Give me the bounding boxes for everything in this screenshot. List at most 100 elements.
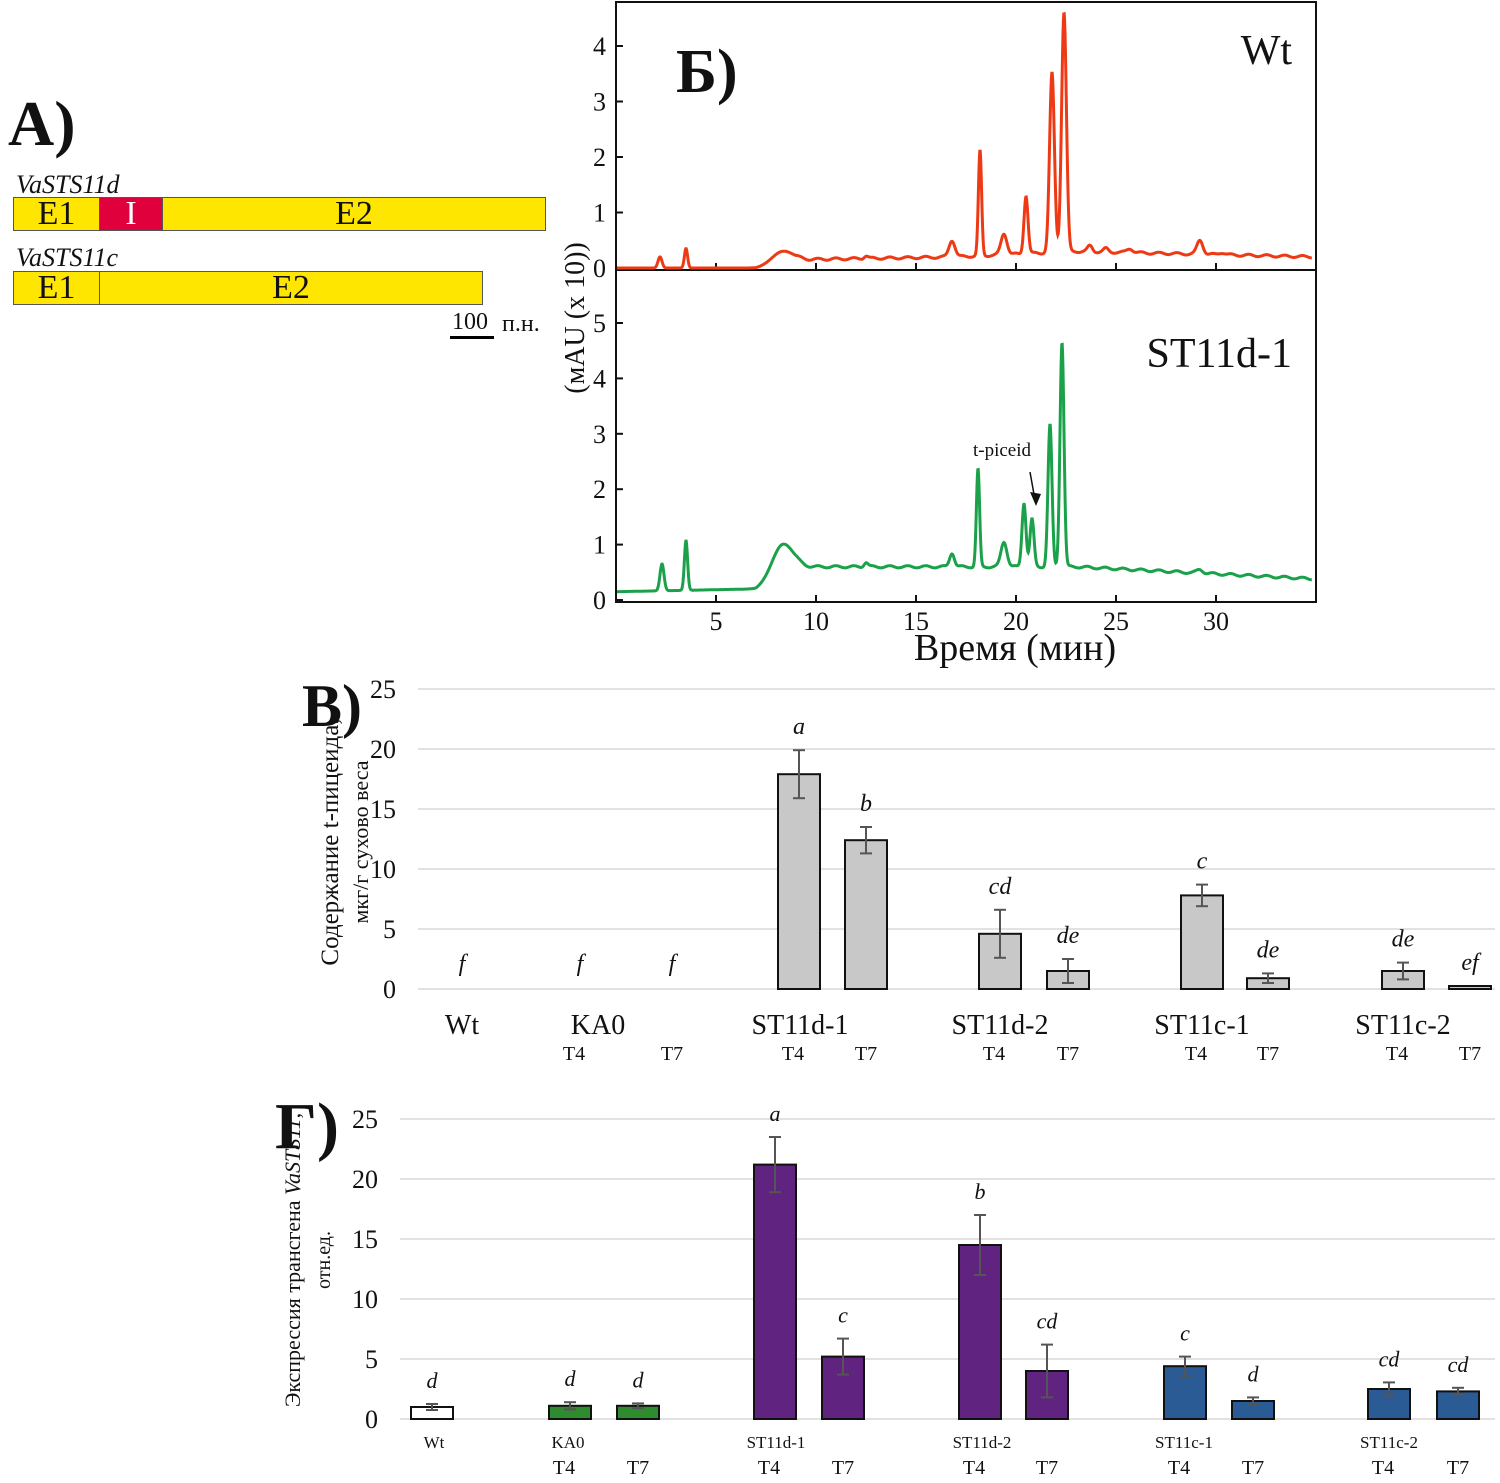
x-sub-label: T4 — [1168, 1457, 1190, 1479]
y-tick-label: 20 — [370, 735, 396, 764]
x-group-label: ST11c-2 — [1355, 1010, 1450, 1041]
significance-letter: cd — [1037, 1309, 1059, 1334]
y-tick-label: 10 — [370, 855, 396, 884]
gene-segment-e1: E1 — [14, 271, 99, 305]
x-tick-label: 10 — [803, 607, 829, 636]
bar — [753, 1163, 797, 1420]
x-sub-label: T7 — [627, 1457, 649, 1479]
significance-letter: f — [669, 951, 679, 977]
y-tick-label: 5 — [593, 309, 606, 338]
significance-letter: de — [1392, 927, 1415, 953]
panel-a-label: А) — [8, 88, 76, 159]
significance-letter: a — [770, 1101, 781, 1126]
y-tick-label: 3 — [593, 420, 606, 449]
y-tick-label: 2 — [593, 143, 606, 172]
y-tick-label: 25 — [352, 1105, 378, 1134]
x-group-label: ST11d-1 — [752, 1010, 849, 1041]
x-group-label: ST11d-2 — [953, 1433, 1012, 1452]
x-sub-label: T7 — [1036, 1457, 1058, 1479]
bar-chart-piceid-content: 0 5 10 15 20 25 f f T4 f T7 a T4 b T7 cd T4 de T7 c T4 de T7 de… — [302, 673, 1495, 1065]
x-sub-label: T4 — [563, 1043, 585, 1065]
x-tick-label: 20 — [1003, 607, 1029, 636]
annotation-t-piceid: t-piceid — [973, 440, 1032, 461]
gene-structure-vasts11c: E1 E2 — [13, 271, 483, 305]
bar — [844, 839, 888, 991]
annotation-arrow-head — [1030, 492, 1041, 506]
y-axis-label: отн.ед. — [313, 1231, 335, 1289]
gene-segment-e2: E2 — [162, 197, 545, 231]
x-sub-label: T4 — [758, 1457, 780, 1479]
gene-segment-e1: E1 — [14, 197, 99, 231]
y-tick-label: 10 — [352, 1285, 378, 1314]
y-tick-label: 2 — [593, 475, 606, 504]
x-tick-label: 30 — [1203, 607, 1229, 636]
bar-chart-transgene-expression: 0 5 10 15 20 25 d d T4 d T7 a T4 c T7 b T4 cd T7 c T4 d T7 cd T4… — [275, 1090, 1495, 1479]
x-tick-label: 5 — [710, 607, 723, 636]
gene-structure-vasts11d: E1 I E2 — [13, 197, 546, 231]
bar — [1367, 1388, 1411, 1420]
y-tick-label: 0 — [593, 586, 606, 615]
significance-letter: cd — [1379, 1346, 1401, 1371]
significance-letter: c — [838, 1303, 848, 1328]
trace-label-wt: Wt — [1241, 28, 1293, 74]
x-group-label: ST11d-2 — [952, 1010, 1049, 1041]
x-group-label: Wt — [445, 1010, 479, 1041]
panel-label: Г) — [275, 1090, 339, 1163]
y-tick-label: 4 — [593, 364, 606, 393]
x-group-label: KA0 — [571, 1010, 625, 1041]
x-group-label: KA0 — [551, 1433, 584, 1452]
chromatogram: 0 1 2 3 4 Wt 0 1 2 3 4 5 ST11d-1 5 10 15 20 25 30 Время (ми… — [560, 1, 1317, 669]
scale-bar-value: 100 — [452, 309, 488, 335]
y-tick-label: 5 — [383, 915, 396, 944]
significance-letter: c — [1180, 1321, 1190, 1346]
bar — [1163, 1365, 1207, 1420]
gene-name-vasts11d: VaSTS11d — [16, 170, 120, 199]
panel-label: В) — [302, 673, 362, 739]
y-axis-label: Экспрессия трансгена VaSTS11, — [280, 1113, 305, 1407]
chromatogram-frame — [615, 1, 1317, 603]
y-tick-label: 0 — [383, 975, 396, 1004]
y-tick-label: 20 — [352, 1165, 378, 1194]
trace-st11d-1 — [617, 342, 1312, 594]
x-sub-label: T7 — [1057, 1043, 1079, 1065]
x-sub-label: T7 — [1447, 1457, 1469, 1479]
significance-letter: d — [1248, 1361, 1260, 1386]
significance-letter: d — [633, 1367, 645, 1392]
y-tick-label: 3 — [593, 88, 606, 117]
y-tick-label: 1 — [593, 199, 606, 228]
significance-letter: b — [860, 791, 872, 817]
significance-letter: b — [975, 1179, 986, 1204]
significance-letter: de — [1057, 923, 1080, 949]
y-tick-label: 5 — [365, 1345, 378, 1374]
x-sub-label: T7 — [832, 1457, 854, 1479]
x-sub-label: T4 — [1185, 1043, 1207, 1065]
x-group-label: ST11d-1 — [747, 1433, 806, 1452]
x-sub-label: T7 — [855, 1043, 877, 1065]
y-tick-label: 1 — [593, 531, 606, 560]
x-sub-label: T7 — [661, 1043, 683, 1065]
x-sub-label: T4 — [963, 1457, 985, 1479]
gene-segment-i: I — [99, 197, 162, 231]
significance-letter: cd — [989, 874, 1013, 900]
scale-bar-line — [450, 336, 494, 339]
trace-label-st11d-1: ST11d-1 — [1147, 331, 1292, 377]
y-axis-label: Содержание t-пицеида, — [317, 718, 344, 965]
scale-bar-unit: п.н. — [502, 311, 540, 337]
x-sub-label: T7 — [1242, 1457, 1264, 1479]
bar — [777, 773, 821, 991]
significance-letter: cd — [1448, 1352, 1470, 1377]
x-group-label: ST11c-1 — [1154, 1010, 1249, 1041]
x-sub-label: T4 — [553, 1457, 575, 1479]
significance-letter: de — [1257, 937, 1280, 963]
y-tick-label: 4 — [593, 32, 606, 61]
y-axis-label: (мAU (x 10)) — [560, 242, 591, 393]
x-axis-label: Время (мин) — [914, 627, 1116, 669]
significance-letter: c — [1197, 849, 1208, 875]
x-sub-label: T4 — [782, 1043, 804, 1065]
x-tick-label: 25 — [1103, 607, 1129, 636]
significance-letter: ef — [1461, 950, 1482, 976]
x-tick-label: 15 — [903, 607, 929, 636]
x-group-label: Wt — [424, 1433, 445, 1452]
x-sub-label: T7 — [1257, 1043, 1279, 1065]
